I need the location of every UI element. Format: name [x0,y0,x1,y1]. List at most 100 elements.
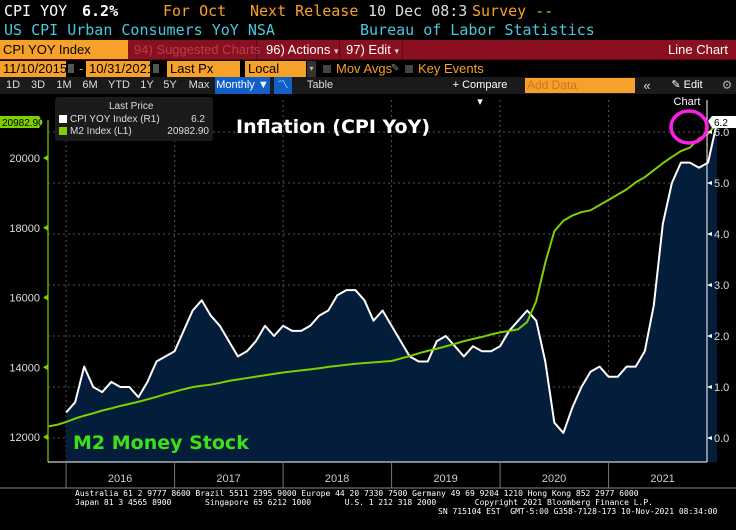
gear-icon[interactable]: ⚙ [721,78,733,92]
legend-item-m2[interactable]: M2 Index (L1) [59,126,132,137]
footer-line-1: Australia 61 2 9777 8600 Brazil 5511 239… [75,489,639,498]
bloomberg-footer: Australia 61 2 9777 8600 Brazil 5511 239… [0,489,736,530]
chart-toolbar: CPI YOY Index 94) Suggested Charts 96) A… [0,40,736,59]
x-tick-label: 2017 [216,473,240,485]
mov-avgs-label: Mov Avgs [336,61,393,76]
chevron-down-icon: ▾ [333,46,339,56]
left-tick-mark [43,155,48,161]
left-tick-label: 16000 [9,293,40,305]
mov-avgs-checkbox[interactable] [323,65,331,73]
footer-line-2: Japan 81 3 4565 8900 Singapore 65 6212 1… [75,498,653,507]
ticker-value: 6.2% [82,2,119,20]
range-button-3d[interactable]: 3D [30,79,46,91]
description-row: US CPI Urban Consumers YoY NSA Bureau of… [0,21,736,40]
next-release-label: Next Release [250,2,359,20]
x-tick-label: 2018 [325,473,349,485]
edit-label: 97) Edit [346,42,391,57]
collapse-button[interactable]: « [643,78,651,93]
calendar-icon[interactable] [153,64,159,73]
cpi-area-fill [66,121,718,463]
right-tick-mark [707,232,712,236]
suggested-charts-button[interactable]: 94) Suggested Charts [130,40,260,59]
right-tick-label: 3.0 [714,280,729,292]
security-input[interactable]: CPI YOY Index [0,40,128,59]
data-source: Bureau of Labor Statistics [360,21,595,39]
legend-header: Last Price [109,101,154,112]
ticker-label: CPI YOY [4,2,68,20]
right-tick-label: 6.0 [714,127,729,139]
left-tick-label: 20000 [9,153,40,165]
settings-bar: 11/10/2015 - 10/31/2021 Last Px Local CC… [0,59,736,92]
right-tick-label: 2.0 [714,331,729,343]
calendar-icon[interactable] [68,64,74,73]
currency-select[interactable]: Local CCY [245,61,306,92]
right-last-value: 6.2 [714,118,728,129]
right-tick-label: 5.0 [714,178,729,190]
table-button[interactable]: Table [306,79,334,91]
right-tick-mark [707,181,712,185]
legend-value-cpi: 6.2 [191,114,205,125]
legend-value-m2: 20982.90 [167,126,209,137]
right-tick-mark [707,283,712,287]
legend-swatch-m2 [59,127,67,135]
right-tick-label: 1.0 [714,382,729,394]
range-button-max[interactable]: Max [188,79,210,91]
survey-label: Survey -- [472,2,554,20]
security-description: US CPI Urban Consumers YoY NSA [4,21,275,39]
left-tick-label: 12000 [9,432,40,444]
legend-label-cpi: CPI YOY Index (R1) [70,114,160,125]
range-button-6m[interactable]: 6M [82,79,98,91]
chart-grid [48,100,707,462]
ticker-header: CPI YOY 6.2% For Oct Next Release Next R… [0,0,736,22]
right-last-value-tag: 6.2 [708,116,736,129]
chart-type-label[interactable]: Line Chart [668,42,728,57]
x-tick-label: 2021 [650,473,674,485]
edit-menu[interactable]: 97) Edit ▾ [343,40,403,59]
right-tick-mark [707,385,712,389]
chevron-down-icon: ▾ [394,46,399,56]
highlight-circle [669,109,709,145]
right-tick-mark [707,334,712,338]
left-tick-label: 14000 [9,362,40,374]
left-last-value-tag: 20982.90 [0,116,44,129]
chart-legend: Last Price CPI YOY Index (R1) 6.2 M2 Ind… [55,97,213,141]
start-date-input[interactable]: 11/10/2015 [0,61,67,77]
left-last-value: 20982.90 [2,118,44,129]
edit-chart-button[interactable]: ✎ Edit Chart [671,79,703,108]
end-date-input[interactable]: 10/31/2021 [86,61,154,77]
frequency-select[interactable]: Monthly ▼ [215,77,270,94]
range-button-1m[interactable]: 1M [56,79,72,91]
right-tick-label: 0.0 [714,433,729,445]
compare-button[interactable]: + Compare ▾ [452,79,508,108]
key-events-checkbox[interactable] [405,65,413,73]
pencil-icon[interactable]: ✎ [391,63,400,74]
range-button-5y[interactable]: 5Y [163,79,177,91]
cpi-series-line [65,121,719,434]
range-button-ytd[interactable]: YTD [108,79,130,91]
x-axis-ticks: 2016 2017 2018 2019 2020 2021 [65,462,675,488]
right-tick-mark [707,436,712,440]
x-tick-label: 2016 [108,473,132,485]
legend-swatch-cpi [59,115,67,123]
actions-menu[interactable]: 96) Actions ▾ [262,40,340,59]
chevron-down-icon[interactable]: ▾ [307,61,316,77]
field-select[interactable]: Last Px [167,61,240,77]
x-tick-label: 2019 [433,473,457,485]
range-button-1d[interactable]: 1D [5,79,21,91]
m2-series-line [47,123,718,428]
legend-label-m2: M2 Index (L1) [70,126,132,137]
left-tick-mark [43,294,48,301]
release-period: For Oct [163,2,227,20]
actions-label: 96) Actions [266,42,331,57]
right-tick-mark [707,130,712,134]
left-tick-mark [43,434,48,440]
line-chart-icon[interactable]: 〽 [274,77,292,94]
right-axis-ticks: 0.0 1.0 2.0 3.0 4.0 5.0 6.0 [707,127,729,445]
next-release-date: 10 Dec 08:3 [368,2,468,20]
range-bar: 1D 3D 1M 6M YTD 1Y 5Y Max Monthly ▼ 〽 Ta… [0,77,736,108]
add-data-input[interactable]: Add Data [525,78,635,93]
range-button-1y[interactable]: 1Y [140,79,154,91]
legend-item-cpi[interactable]: CPI YOY Index (R1) [59,114,160,125]
x-tick-label: 2020 [542,473,566,485]
left-tick-mark [43,224,48,231]
